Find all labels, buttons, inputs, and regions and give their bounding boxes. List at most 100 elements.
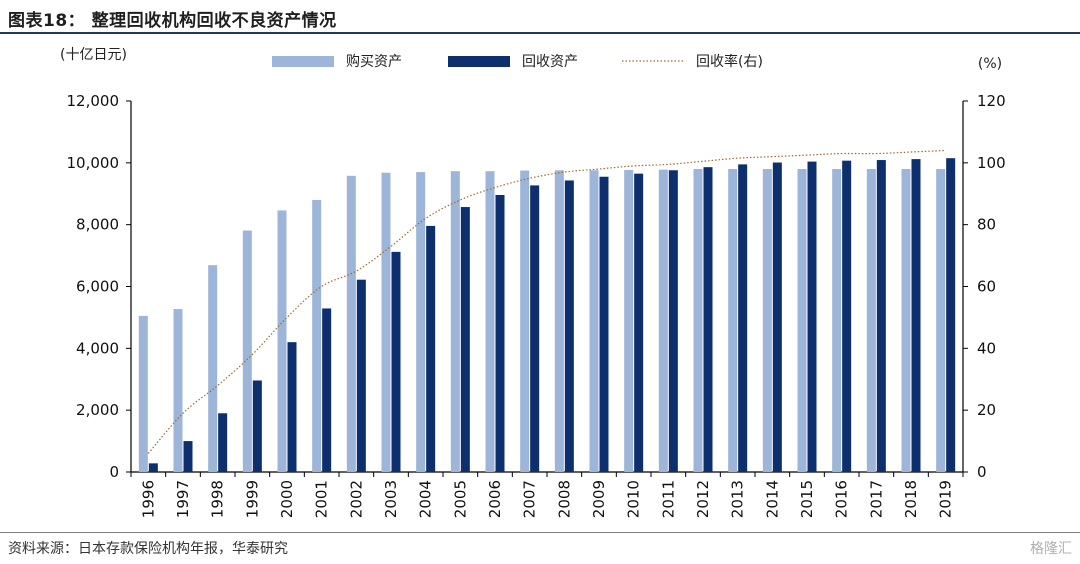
y-tick-label-left: 12,000 — [67, 92, 120, 110]
bar-recovered — [842, 160, 852, 472]
bar-recovered — [148, 463, 158, 472]
bar-purchased — [693, 169, 703, 472]
x-tick-label: 2013 — [729, 480, 747, 518]
x-tick-label: 1997 — [174, 480, 192, 518]
bar-recovered — [460, 207, 470, 472]
bar-purchased — [173, 309, 183, 472]
bar-recovered — [322, 308, 332, 472]
x-tick-label: 1996 — [139, 480, 157, 518]
x-tick-label: 2007 — [521, 480, 539, 518]
bar-recovered — [564, 180, 574, 473]
bar-purchased — [589, 170, 599, 472]
bar-recovered — [599, 176, 609, 472]
y-tick-label-left: 8,000 — [76, 216, 119, 234]
footer-divider — [0, 532, 1080, 533]
bar-purchased — [485, 171, 495, 472]
y-tick-label-right: 60 — [977, 278, 996, 296]
y2-axis-unit: (%) — [978, 56, 1002, 72]
bar-purchased — [277, 210, 287, 472]
bar-purchased — [728, 169, 738, 472]
bar-recovered — [876, 160, 886, 472]
x-tick-label: 2018 — [902, 480, 920, 518]
bar-purchased — [416, 172, 426, 472]
bar-purchased — [624, 169, 634, 473]
bar-recovered — [772, 162, 782, 472]
bar-purchased — [866, 169, 876, 472]
x-tick-label: 2017 — [867, 480, 885, 518]
bar-purchased — [450, 171, 460, 472]
x-tick-label: 2011 — [659, 480, 677, 518]
line-recovery-rate — [147, 149, 946, 454]
x-tick-label: 2009 — [590, 480, 608, 518]
bar-purchased — [208, 265, 218, 472]
y-tick-label-left: 0 — [109, 463, 119, 481]
plot-area: 0 2,000 4,000 6,000 8,000 10,000 12,000 0 20 40 60… — [67, 92, 1006, 518]
bar-recovered — [218, 413, 228, 472]
y-tick-label-right: 80 — [977, 216, 996, 234]
y-tick-label-right: 120 — [977, 92, 1006, 110]
chart: (十亿日元) (%) 购买资产 回收资产 回收率(右) 0 2,000 4,000 6… — [60, 47, 1006, 518]
x-tick-label: 2003 — [382, 480, 400, 518]
y-tick-label-left: 2,000 — [76, 401, 119, 419]
x-tick-label: 2006 — [486, 480, 504, 518]
bar-recovered — [703, 167, 713, 472]
y-tick-label-left: 10,000 — [67, 154, 120, 172]
bar-purchased — [936, 169, 946, 472]
bar-recovered — [668, 170, 678, 472]
x-tick-label: 2004 — [417, 480, 435, 518]
bar-purchased — [138, 315, 148, 472]
watermark: 格隆汇 — [1030, 541, 1072, 557]
bar-recovered — [634, 173, 644, 472]
bar-recovered — [356, 279, 366, 472]
bar-recovered — [495, 194, 505, 472]
x-tick-label: 2015 — [798, 480, 816, 518]
bar-recovered — [391, 251, 401, 472]
bar-purchased — [381, 172, 391, 472]
y-tick-label-right: 100 — [977, 154, 1006, 172]
x-tick-label: 2014 — [763, 480, 781, 518]
x-tick-label: 1998 — [209, 480, 227, 518]
bar-recovered — [183, 441, 193, 472]
x-tick-label: 1999 — [243, 480, 261, 518]
x-tick-label: 2002 — [347, 480, 365, 518]
title-divider — [0, 32, 1080, 34]
legend-label-rate: 回收率(右) — [696, 53, 763, 70]
x-tick-label: 2012 — [694, 480, 712, 518]
x-tick-label: 2016 — [833, 480, 851, 518]
legend-swatch-recovered — [448, 56, 510, 67]
bar-recovered — [807, 161, 817, 472]
bar-purchased — [762, 169, 772, 472]
x-tick-label: 2010 — [625, 480, 643, 518]
bar-purchased — [520, 170, 530, 472]
bar-purchased — [901, 169, 911, 472]
x-tick-label: 2001 — [313, 480, 331, 518]
y-tick-label-left: 4,000 — [76, 339, 119, 357]
source-note: 资料来源：日本存款保险机构年报，华泰研究 — [8, 541, 288, 557]
x-tick-label: 2008 — [555, 480, 573, 518]
bar-recovered — [426, 225, 436, 472]
legend: 购买资产 回收资产 回收率(右) — [272, 53, 763, 70]
bar-purchased — [242, 230, 252, 472]
bar-recovered — [252, 380, 262, 472]
y-axis-label-right: (%) — [978, 56, 1002, 72]
x-tick-label: 2005 — [451, 480, 469, 518]
bar-recovered — [911, 159, 921, 472]
legend-label-recovered: 回收资产 — [522, 54, 578, 70]
bar-purchased — [797, 169, 807, 472]
x-tick-label: 2019 — [937, 480, 955, 518]
y-tick-label-right: 0 — [977, 463, 987, 481]
y-axis-unit: (十亿日元) — [60, 47, 127, 63]
bar-purchased — [832, 169, 842, 472]
bar-recovered — [287, 342, 297, 472]
x-tick-label: 2000 — [278, 480, 296, 518]
chart-title: 图表18： 整理回收机构回收不良资产情况 — [8, 11, 337, 31]
bar-purchased — [346, 175, 356, 472]
bar-purchased — [312, 199, 322, 472]
y-axis-label-left: (十亿日元) — [60, 47, 127, 63]
legend-label-purchased: 购买资产 — [346, 54, 402, 70]
bar-purchased — [554, 170, 564, 472]
y-tick-label-right: 40 — [977, 339, 996, 357]
bar-recovered — [738, 164, 748, 473]
y-tick-label-right: 20 — [977, 401, 996, 419]
y-tick-label-left: 6,000 — [76, 278, 119, 296]
